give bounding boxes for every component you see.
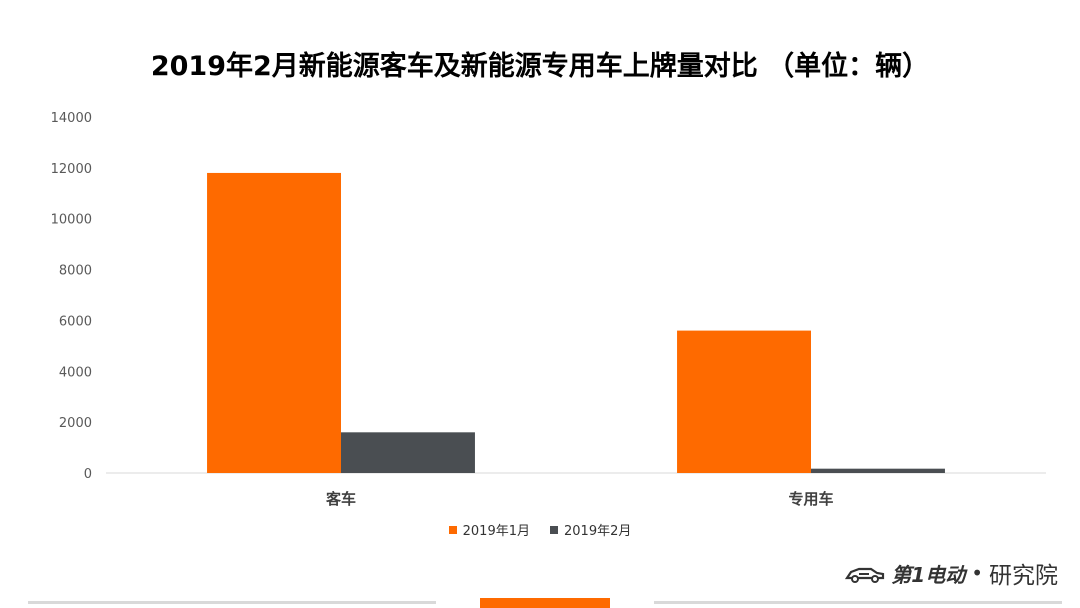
y-tick-label: 12000 — [51, 162, 92, 177]
bar-2-series-1 — [677, 330, 811, 473]
footer-accent-bar — [480, 598, 610, 608]
y-tick-label: 4000 — [59, 365, 92, 380]
chart-legend: 2019年1月 2019年2月 — [0, 520, 1080, 539]
y-tick-label: 14000 — [51, 111, 92, 126]
chart-title: 2019年2月新能源客车及新能源专用车上牌量对比 （单位：辆） — [150, 51, 930, 82]
x-category-label: 客车 — [325, 490, 356, 508]
logo-brand-text: 第1电动 — [891, 562, 966, 587]
logo-institute-text: 研究院 — [989, 563, 1058, 589]
y-tick-label: 6000 — [59, 314, 92, 329]
bar-1-series-1 — [207, 172, 341, 473]
brand-logo: 第1电动 • 研究院 — [845, 556, 1058, 590]
legend-label-feb: 2019年2月 — [564, 524, 632, 539]
y-tick-label: 8000 — [59, 264, 92, 279]
legend-swatch-jan — [448, 525, 457, 534]
legend-label-jan: 2019年1月 — [462, 524, 530, 539]
footer-divider-left — [28, 601, 436, 604]
bar-2-series-2 — [811, 468, 945, 473]
footer-divider-right — [654, 601, 1062, 604]
bar-1-series-2 — [341, 432, 475, 473]
car-icon — [845, 567, 885, 583]
y-tick-label: 0 — [84, 467, 92, 482]
y-tick-label: 2000 — [59, 416, 92, 431]
legend-item-feb: 2019年2月 — [550, 520, 631, 539]
legend-item-jan: 2019年1月 — [448, 520, 530, 539]
legend-swatch-feb — [550, 525, 558, 534]
x-category-label: 专用车 — [788, 490, 833, 508]
y-tick-label: 10000 — [51, 213, 92, 228]
logo-dot: • — [971, 561, 983, 585]
